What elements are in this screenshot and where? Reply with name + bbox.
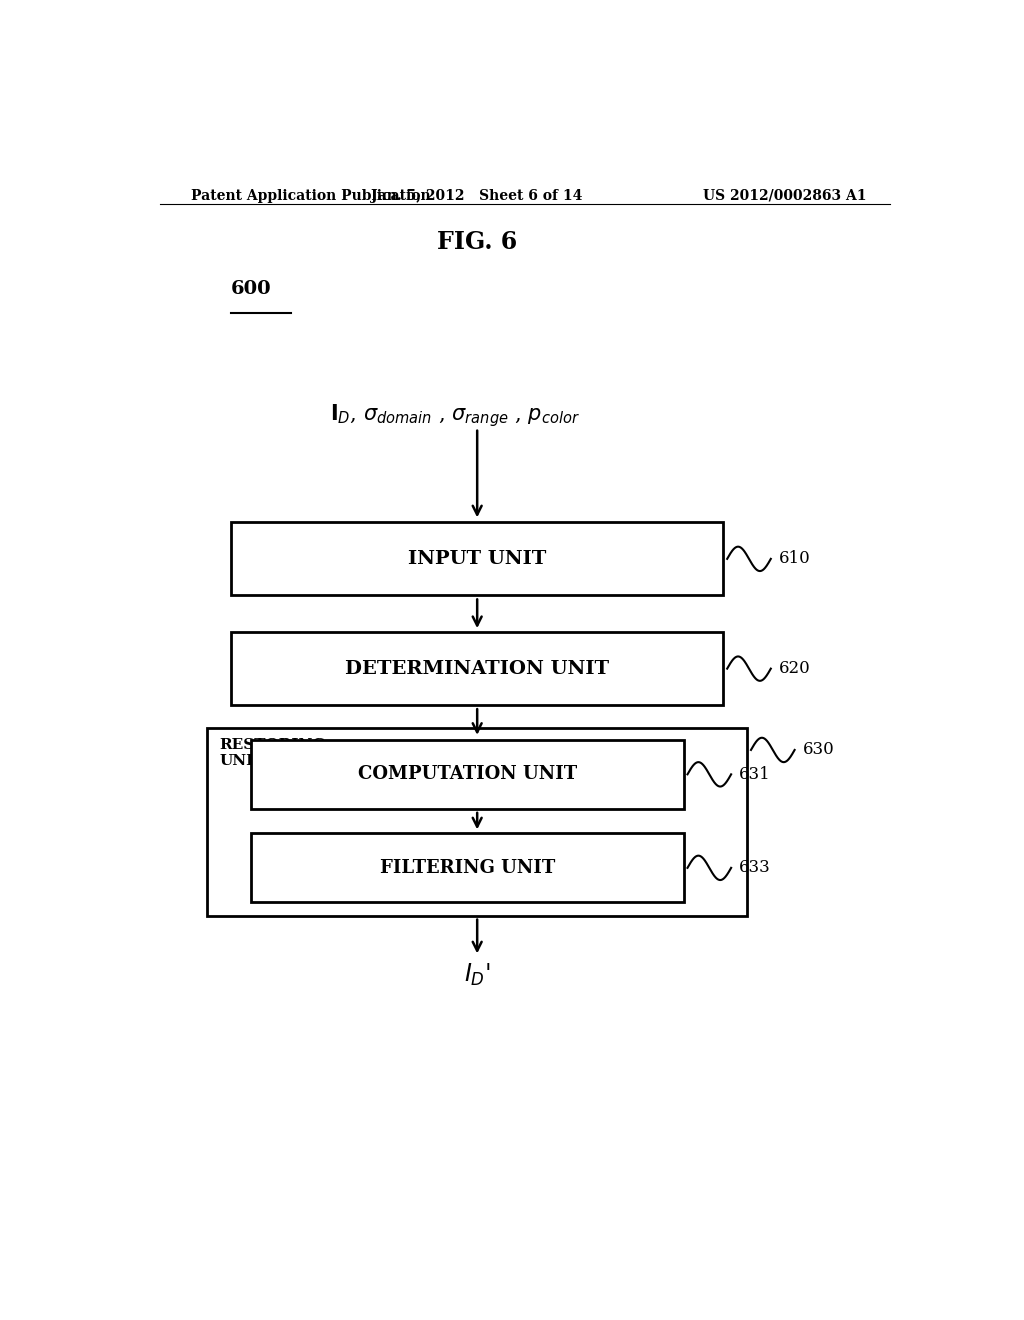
Bar xyxy=(251,739,684,809)
Bar xyxy=(231,632,723,705)
Text: 631: 631 xyxy=(739,766,771,783)
Text: 630: 630 xyxy=(803,742,835,759)
Text: Patent Application Publication: Patent Application Publication xyxy=(191,189,431,203)
Bar xyxy=(207,727,748,916)
Text: DETERMINATION UNIT: DETERMINATION UNIT xyxy=(345,660,609,677)
Text: $\mathbf{I}$$_D$, $\sigma_{domain}$ , $\sigma_{range}$ , $p_{color}$: $\mathbf{I}$$_D$, $\sigma_{domain}$ , $\… xyxy=(331,403,581,429)
Text: COMPUTATION UNIT: COMPUTATION UNIT xyxy=(357,766,577,783)
Text: 600: 600 xyxy=(231,280,271,298)
Text: Jan. 5, 2012   Sheet 6 of 14: Jan. 5, 2012 Sheet 6 of 14 xyxy=(372,189,583,203)
Text: FILTERING UNIT: FILTERING UNIT xyxy=(380,859,555,876)
Text: INPUT UNIT: INPUT UNIT xyxy=(408,550,547,568)
Text: $I_D$': $I_D$' xyxy=(464,961,490,987)
Bar xyxy=(251,833,684,903)
Text: FIG. 6: FIG. 6 xyxy=(437,230,517,253)
Text: 620: 620 xyxy=(779,660,811,677)
Text: RESTORING
UNIT: RESTORING UNIT xyxy=(219,738,326,768)
Bar xyxy=(231,523,723,595)
Text: 633: 633 xyxy=(739,859,771,876)
Text: 610: 610 xyxy=(779,550,811,568)
Text: US 2012/0002863 A1: US 2012/0002863 A1 xyxy=(702,189,866,203)
